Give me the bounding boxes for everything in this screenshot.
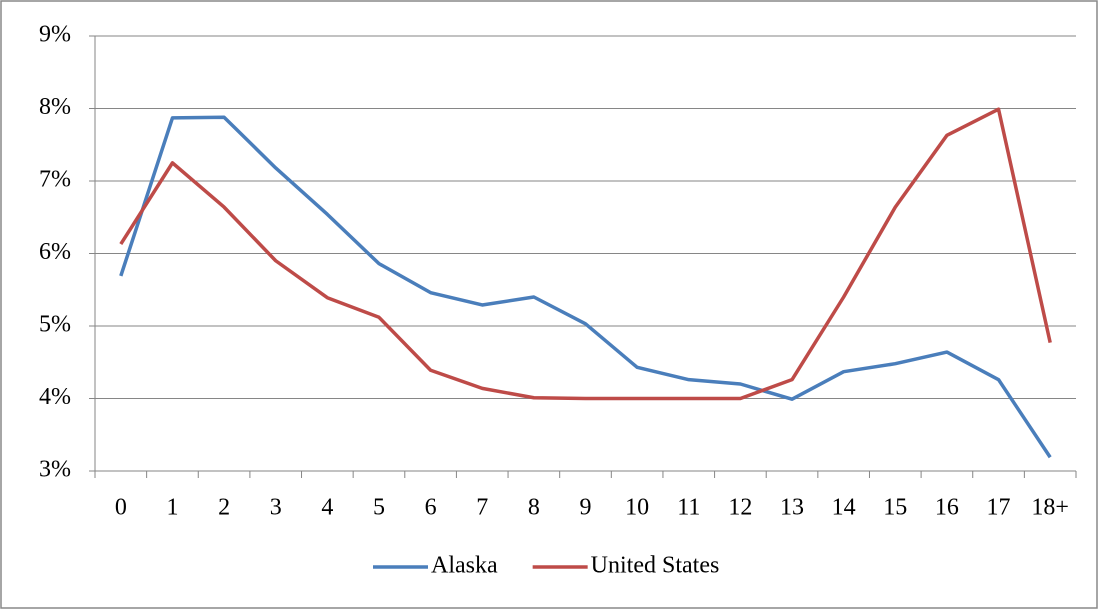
- x-tick-label: 14: [832, 495, 856, 521]
- x-tick-label: 9: [580, 495, 592, 521]
- y-tick-label: 5%: [39, 312, 71, 338]
- x-tick-label: 7: [476, 495, 488, 521]
- x-tick-label: 15: [883, 495, 907, 521]
- x-tick-label: 0: [115, 495, 127, 521]
- x-tick-label: 13: [780, 495, 804, 521]
- y-tick-label: 3%: [39, 457, 71, 483]
- x-tick-label: 4: [321, 495, 333, 521]
- x-tick-label: 12: [728, 495, 752, 521]
- y-tick-label: 4%: [39, 384, 71, 410]
- series-line: [119, 115, 1052, 459]
- y-tick-label: 7%: [39, 167, 71, 193]
- x-tick-label: 1: [166, 495, 178, 521]
- x-tick-label: 2: [218, 495, 230, 521]
- legend-label: United States: [591, 553, 720, 579]
- x-tick-label: 10: [625, 495, 649, 521]
- x-tick-label: 8: [528, 495, 540, 521]
- x-tick-label: 11: [677, 495, 700, 521]
- x-tick-label: 16: [935, 495, 959, 521]
- y-tick-label: 6%: [39, 239, 71, 265]
- y-tick-label: 9%: [39, 22, 71, 48]
- y-tick-label: 8%: [39, 94, 71, 120]
- x-tick-label: 18+: [1031, 495, 1069, 521]
- x-tick-label: 17: [987, 495, 1011, 521]
- x-tick-label: 5: [373, 495, 385, 521]
- x-tick-label: 6: [425, 495, 437, 521]
- legend-label: Alaska: [431, 553, 498, 579]
- x-tick-label: 3: [270, 495, 282, 521]
- series-line: [119, 107, 1052, 401]
